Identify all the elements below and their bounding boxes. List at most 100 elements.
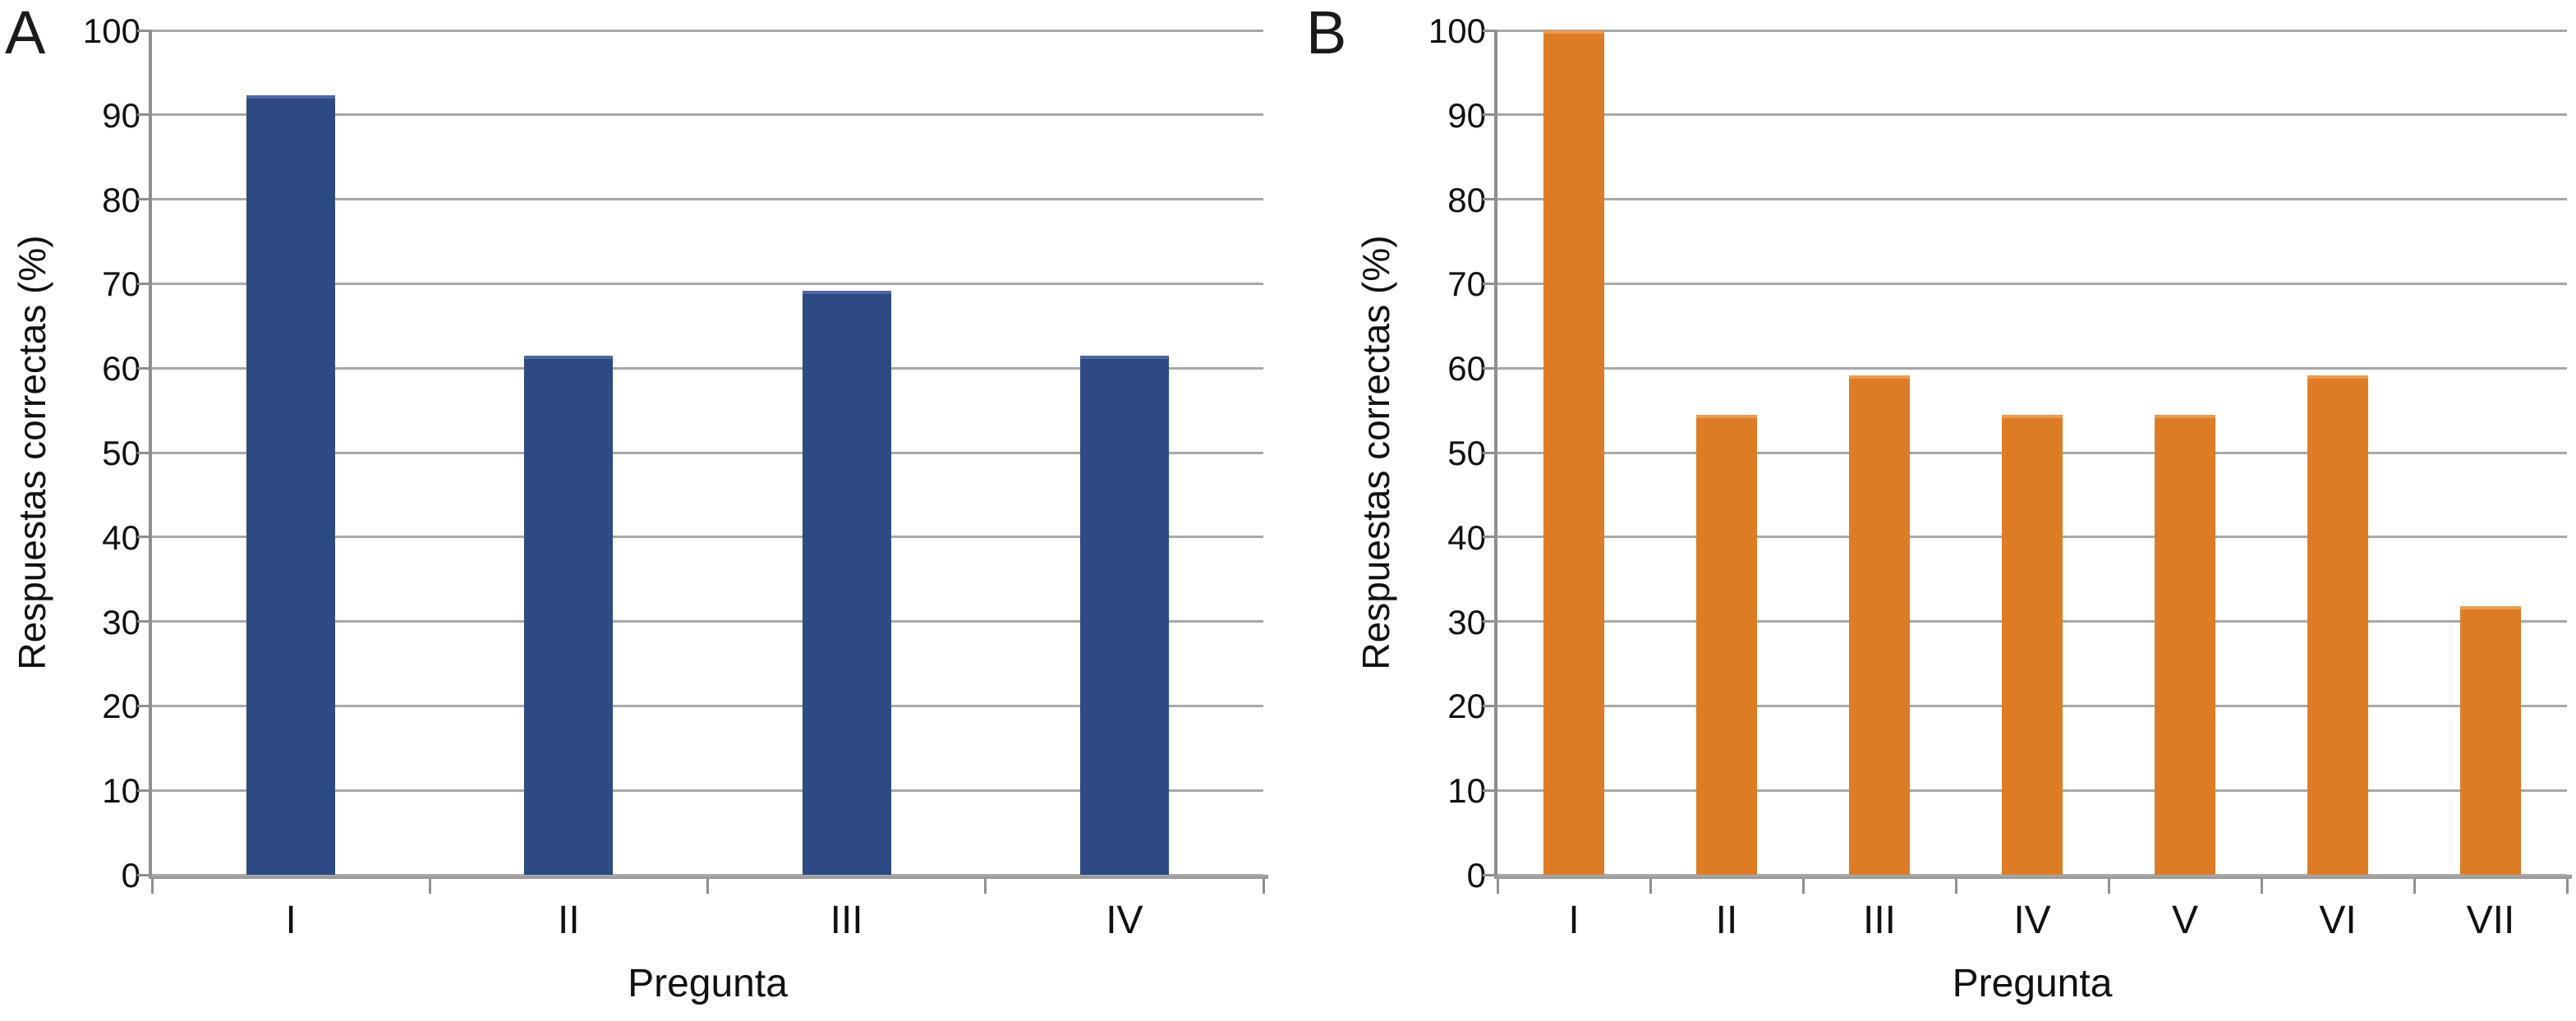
y-tick-label-60: 60: [102, 349, 140, 389]
y-tick-mark: [1483, 789, 1497, 792]
x-tick-mark: [706, 879, 709, 894]
y-tick-mark: [137, 282, 152, 285]
x-tick-mark: [2413, 879, 2416, 894]
panel-a-x-axis-title: Pregunta: [628, 962, 788, 1005]
y-tick-label-100: 100: [1428, 11, 1486, 50]
x-tick-mark: [2260, 879, 2263, 894]
y-tick-mark: [1483, 451, 1497, 454]
gridline-90: [152, 113, 1263, 117]
y-tick-label-80: 80: [1447, 180, 1486, 219]
y-tick-label-30: 30: [102, 602, 140, 642]
bar-IV: [1079, 355, 1169, 875]
bar-II: [524, 355, 614, 875]
y-tick-mark: [1483, 873, 1497, 876]
x-tick-label-III: III: [830, 899, 863, 942]
panel-b-x-tick-labels: I II III IV V VI VII: [1497, 899, 2567, 945]
x-tick-label-IV: IV: [2013, 899, 2051, 942]
panel-a-plot-area: [137, 29, 1268, 894]
panel-b-letter: B: [1306, 0, 1347, 67]
y-tick-mark: [137, 704, 152, 707]
y-tick-mark: [137, 366, 152, 370]
x-tick-mark: [1262, 879, 1265, 894]
x-tick-label-VI: VI: [2319, 899, 2357, 942]
x-tick-mark: [1496, 879, 1499, 894]
gridline-50: [152, 451, 1263, 454]
y-tick-mark: [1483, 198, 1497, 201]
x-tick-label-I: I: [1568, 899, 1580, 942]
y-tick-mark: [137, 113, 152, 117]
y-tick-mark: [1483, 29, 1497, 32]
x-tick-mark: [150, 879, 154, 894]
x-tick-mark: [984, 879, 987, 894]
y-tick-mark: [137, 198, 152, 201]
y-tick-label-0: 0: [121, 856, 140, 895]
bar-VII: [2459, 606, 2522, 875]
x-tick-mark: [1649, 879, 1652, 894]
gridline-80: [1497, 198, 2567, 201]
y-tick-mark: [1483, 620, 1497, 623]
y-tick-label-30: 30: [1447, 602, 1486, 642]
panel-a-x-tick-labels: I II III IV: [152, 899, 1263, 945]
y-tick-mark: [137, 536, 152, 539]
gridline-20: [152, 704, 1263, 707]
x-tick-label-III: III: [1862, 899, 1896, 942]
gridline-0: [152, 873, 1263, 876]
panel-b-x-axis-line: [1494, 875, 2572, 879]
bar-V: [2154, 414, 2216, 875]
y-tick-label-80: 80: [102, 180, 140, 219]
y-tick-label-0: 0: [1466, 856, 1486, 895]
y-tick-label-70: 70: [1447, 264, 1486, 304]
panel-a: A Respuestas correctas (%) 0 10 20 30 40 50 60…: [0, 0, 1268, 1005]
y-tick-mark: [137, 873, 152, 876]
gridline-40: [152, 536, 1263, 539]
gridline-60: [1497, 366, 2567, 370]
y-tick-mark: [1483, 113, 1497, 117]
x-tick-mark: [2107, 879, 2110, 894]
gridline-80: [152, 198, 1263, 201]
y-tick-label-60: 60: [1447, 349, 1486, 389]
x-tick-label-II: II: [1715, 899, 1738, 942]
x-tick-mark: [428, 879, 431, 894]
y-tick-mark: [137, 451, 152, 454]
y-tick-mark: [1483, 536, 1497, 539]
x-tick-mark: [1801, 879, 1805, 894]
y-tick-label-20: 20: [1447, 687, 1486, 726]
y-tick-mark: [137, 789, 152, 792]
y-tick-label-40: 40: [102, 517, 140, 557]
y-tick-label-50: 50: [1447, 434, 1486, 472]
gridline-100: [1497, 29, 2567, 32]
x-tick-label-II: II: [558, 899, 580, 942]
y-tick-mark: [137, 29, 152, 32]
bar-I: [246, 95, 336, 875]
gridline-70: [1497, 282, 2567, 285]
panel-b-plot-area: [1483, 29, 2572, 894]
y-tick-label-10: 10: [1447, 771, 1486, 811]
bar-VI: [2307, 375, 2369, 875]
y-tick-label-50: 50: [102, 434, 140, 472]
panel-a-y-tick-labels: 0 10 20 30 40 50 60 70 80 90 100: [0, 13, 140, 894]
x-tick-label-IV: IV: [1106, 899, 1143, 942]
x-tick-label-VII: VII: [2466, 899, 2515, 942]
gridline-100: [152, 29, 1263, 32]
gridline-70: [152, 282, 1263, 285]
y-tick-label-10: 10: [102, 771, 140, 811]
y-tick-label-100: 100: [82, 11, 140, 50]
y-tick-label-90: 90: [102, 95, 140, 135]
panel-a-letter: A: [5, 0, 46, 67]
panel-b-x-axis-title: Pregunta: [1952, 962, 2113, 1005]
bar-III: [1848, 375, 1911, 875]
panel-a-x-axis-line: [149, 875, 1268, 879]
bar-III: [802, 290, 891, 875]
y-tick-mark: [1483, 282, 1497, 285]
x-tick-mark: [1954, 879, 1957, 894]
y-tick-label-40: 40: [1447, 517, 1486, 557]
bar-II: [1695, 414, 1758, 875]
y-tick-mark: [137, 620, 152, 623]
y-tick-label-70: 70: [102, 264, 140, 304]
gridline-0: [1497, 873, 2567, 876]
y-tick-mark: [1483, 704, 1497, 707]
x-tick-mark: [2565, 879, 2569, 894]
gridline-30: [152, 620, 1263, 623]
x-tick-label-I: I: [285, 899, 297, 942]
